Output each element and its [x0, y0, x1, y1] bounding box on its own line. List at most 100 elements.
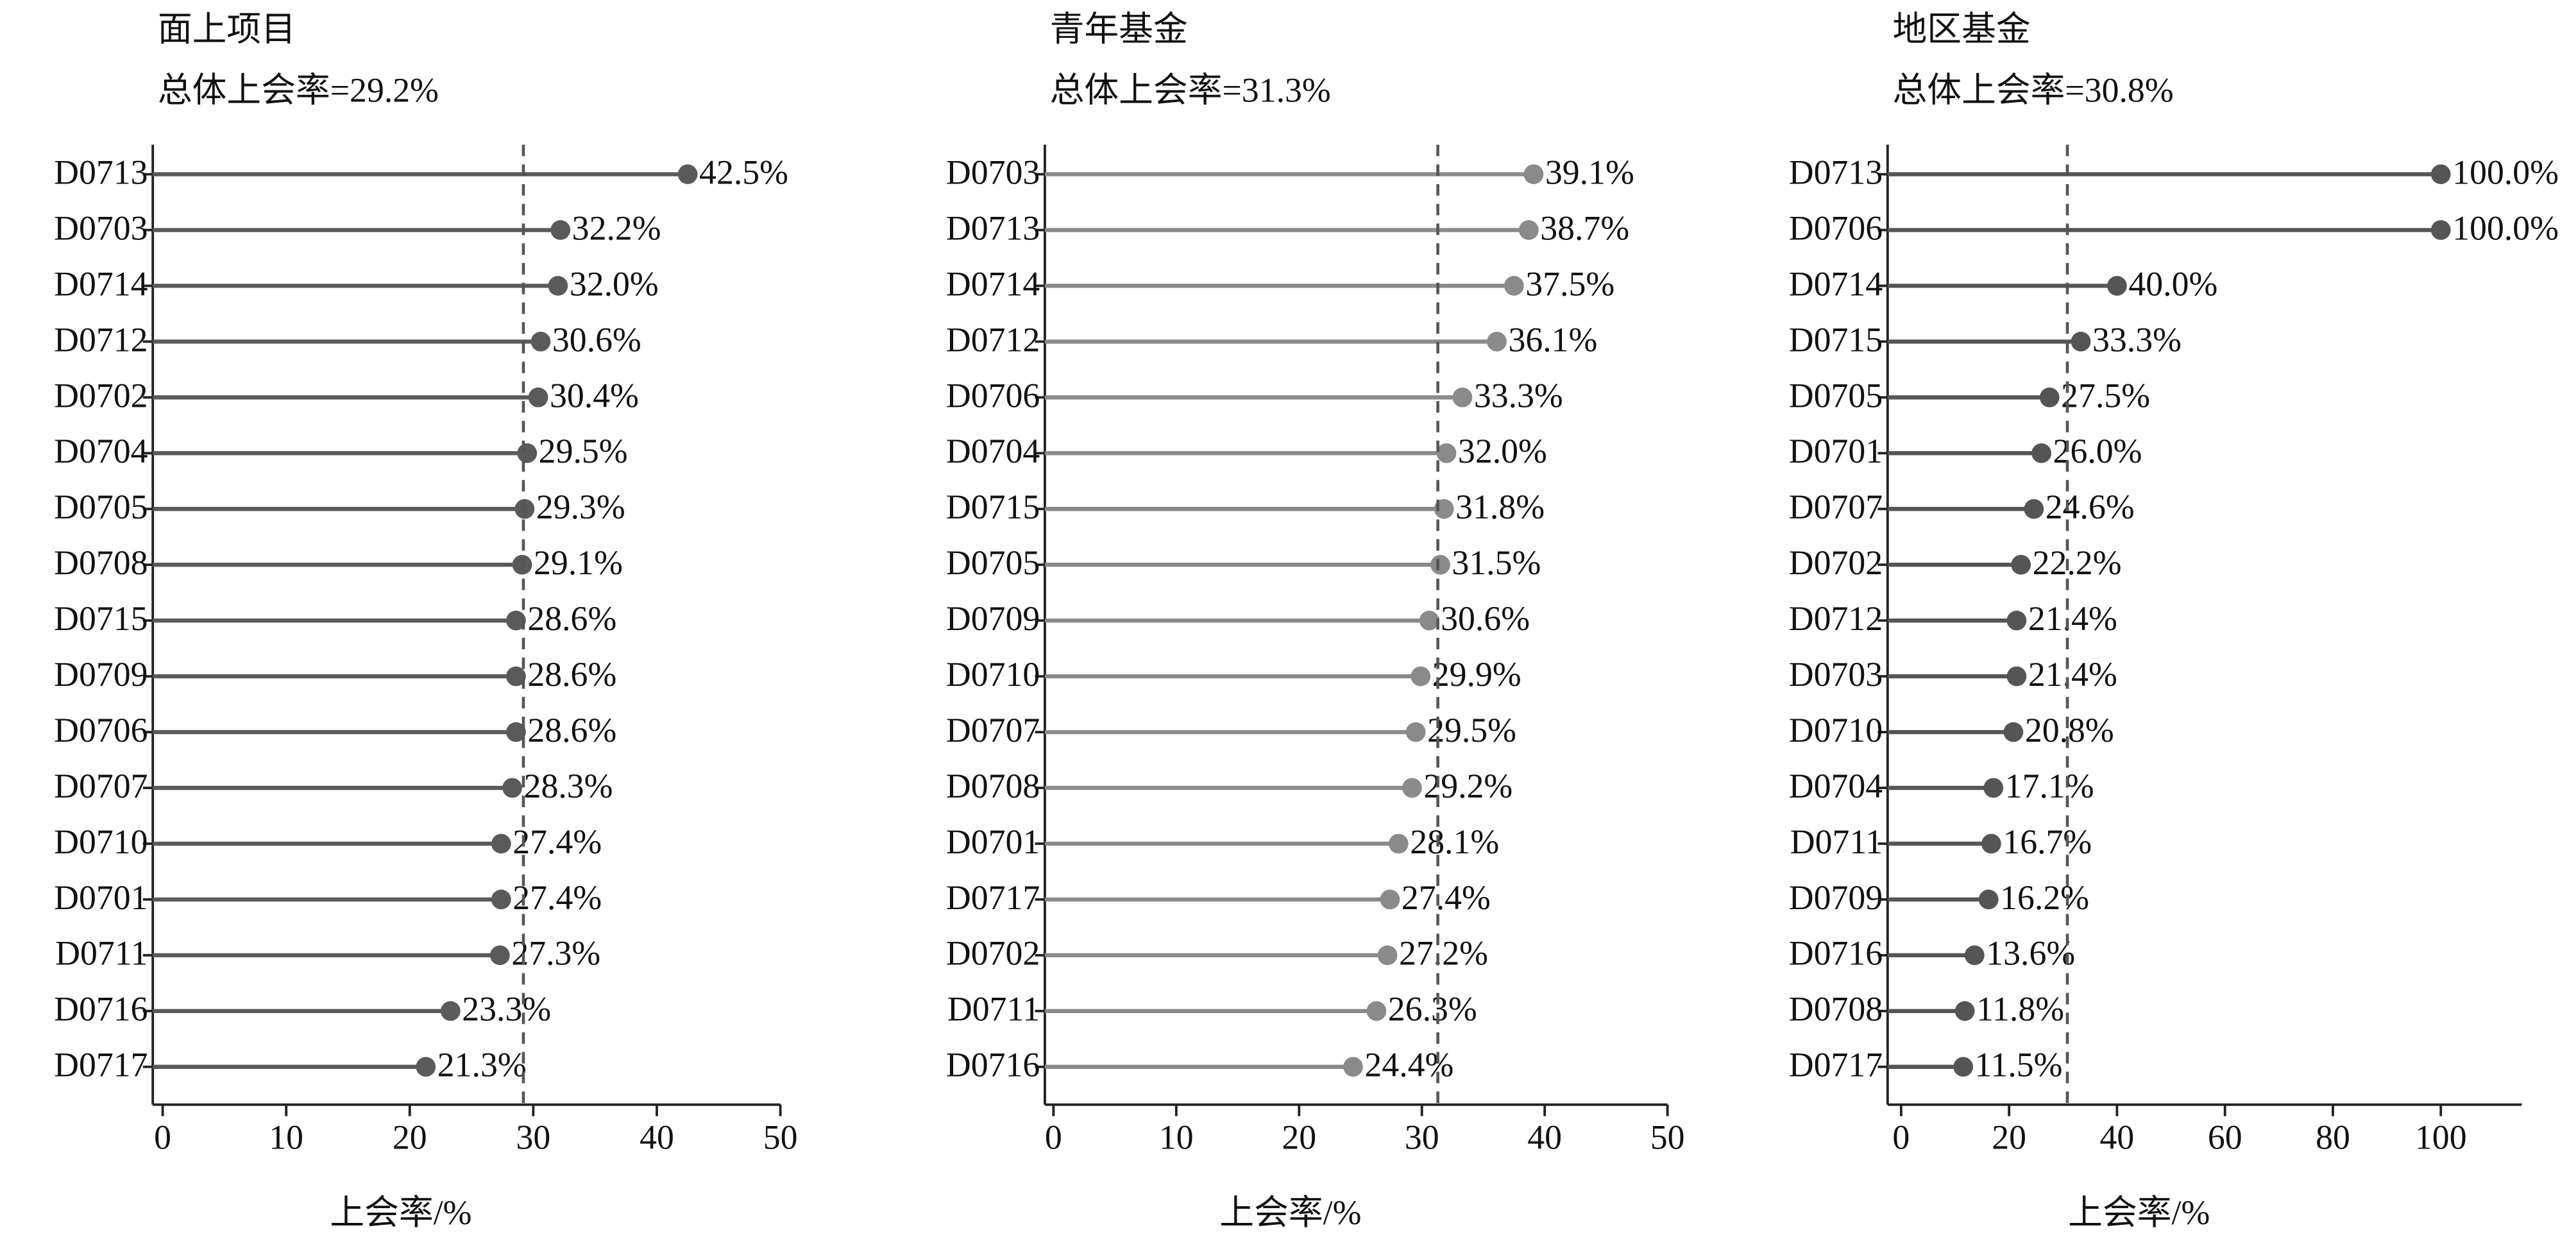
value-label: 32.0% — [570, 264, 659, 303]
dot — [416, 1057, 436, 1077]
dot — [1430, 554, 1450, 575]
dot — [1343, 1057, 1363, 1077]
dot — [1518, 220, 1539, 240]
dot — [1523, 164, 1544, 184]
value-label: 16.7% — [2003, 823, 2092, 861]
y-tick-label: D0717 — [54, 1046, 148, 1084]
value-label: 29.9% — [1432, 655, 1521, 694]
y-tick-label: D0707 — [1789, 488, 1883, 526]
y-tick-label: D0703 — [1789, 655, 1883, 694]
dot — [1978, 889, 1999, 910]
y-tick-label: D0711 — [1790, 823, 1883, 861]
y-tick-label: D0715 — [946, 488, 1040, 526]
x-tick-label: 30 — [1405, 1118, 1439, 1156]
value-label: 29.5% — [539, 432, 628, 470]
value-label: 27.4% — [513, 878, 602, 917]
value-label: 28.6% — [527, 655, 616, 694]
dot — [2011, 554, 2031, 575]
y-tick-label: D0715 — [1789, 320, 1883, 359]
value-label: 21.4% — [2028, 599, 2117, 638]
x-tick-label: 50 — [763, 1118, 798, 1156]
value-label: 28.1% — [1410, 823, 1499, 861]
value-label: 29.1% — [534, 543, 623, 582]
dot — [2107, 276, 2127, 296]
value-label: 100.0% — [2452, 153, 2559, 191]
x-axis-label: 上会率/% — [2068, 1193, 2210, 1232]
value-label: 36.1% — [1508, 320, 1597, 359]
y-tick-label: D0713 — [54, 153, 148, 191]
y-tick-label: D0712 — [1789, 599, 1883, 638]
value-label: 33.3% — [2092, 320, 2182, 359]
y-tick-label: D0711 — [55, 934, 148, 973]
panel-subtitle: 总体上会率=29.2% — [158, 71, 439, 109]
value-label: 29.3% — [536, 488, 625, 526]
dot — [517, 443, 538, 463]
y-tick-label: D0706 — [1789, 209, 1883, 247]
y-tick-label: D0709 — [946, 599, 1040, 638]
value-label: 31.5% — [1452, 543, 1541, 582]
y-tick-label: D0714 — [54, 264, 148, 303]
dot — [1981, 833, 2001, 854]
y-tick-label: D0701 — [1789, 432, 1883, 470]
dot — [1402, 778, 1422, 798]
y-tick-label: D0702 — [946, 934, 1040, 973]
x-tick-label: 10 — [1159, 1118, 1194, 1156]
dot — [1388, 833, 1409, 854]
dot — [506, 666, 526, 687]
x-tick-label: 0 — [1045, 1118, 1062, 1156]
y-tick-label: D0714 — [946, 264, 1040, 303]
y-tick-label: D0716 — [1789, 934, 1883, 973]
value-label: 31.8% — [1455, 488, 1545, 526]
dot — [1411, 666, 1431, 687]
dot — [1487, 332, 1507, 352]
value-label: 21.4% — [2028, 655, 2117, 694]
value-label: 27.4% — [1402, 878, 1491, 917]
y-tick-label: D0704 — [946, 432, 1040, 470]
dot — [2006, 666, 2027, 687]
x-tick-label: 20 — [393, 1118, 427, 1156]
value-label: 30.4% — [550, 376, 639, 414]
x-tick-label: 20 — [1282, 1118, 1316, 1156]
y-tick-label: D0712 — [946, 320, 1040, 359]
panel-title: 面上项目 — [158, 10, 296, 49]
dot — [2430, 164, 2451, 184]
dot — [1436, 443, 1457, 463]
value-label: 42.5% — [699, 153, 788, 191]
x-axis-label: 上会率/% — [330, 1193, 471, 1232]
dot — [528, 387, 548, 407]
value-label: 32.2% — [572, 209, 661, 247]
x-tick-label: 60 — [2208, 1118, 2242, 1156]
x-tick-label: 40 — [2100, 1118, 2135, 1156]
value-label: 37.5% — [1525, 264, 1614, 303]
value-label: 26.3% — [1388, 990, 1477, 1028]
dot — [2039, 387, 2060, 407]
value-label: 24.6% — [2046, 488, 2135, 526]
dot — [2031, 443, 2052, 463]
value-label: 39.1% — [1545, 153, 1634, 191]
x-tick-label: 30 — [516, 1118, 551, 1156]
y-tick-label: D0706 — [54, 711, 148, 749]
y-tick-label: D0702 — [54, 376, 148, 414]
value-label: 28.6% — [527, 711, 616, 749]
dot — [1377, 945, 1398, 966]
value-label: 22.2% — [2033, 543, 2122, 582]
y-tick-label: D0704 — [1789, 767, 1883, 805]
panel-title: 地区基金 — [1893, 10, 2031, 49]
value-label: 24.4% — [1364, 1046, 1453, 1084]
dot — [1964, 945, 1985, 966]
x-tick-label: 100 — [2415, 1118, 2467, 1156]
y-tick-label: D0705 — [54, 488, 148, 526]
dot — [2006, 610, 2027, 631]
value-label: 13.6% — [1986, 934, 2075, 973]
y-tick-label: D0716 — [54, 990, 148, 1028]
value-label: 27.5% — [2061, 376, 2150, 414]
y-tick-label: D0717 — [1789, 1046, 1883, 1084]
x-tick-label: 0 — [154, 1118, 171, 1156]
value-label: 30.6% — [1441, 599, 1530, 638]
value-label: 30.6% — [552, 320, 641, 359]
value-label: 16.2% — [2000, 878, 2089, 917]
dot — [491, 889, 511, 910]
value-label: 11.8% — [1976, 990, 2064, 1028]
